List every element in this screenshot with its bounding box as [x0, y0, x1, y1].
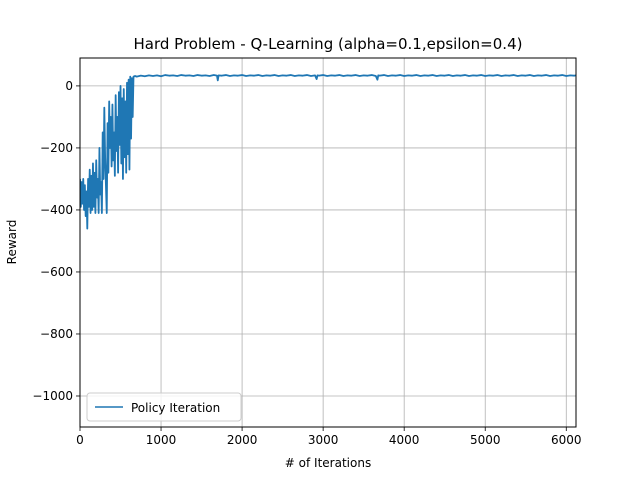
y-tick-label: −400: [40, 203, 73, 217]
y-axis-ticks: −1000 −800 −600 −400 −200 0: [32, 79, 80, 403]
y-tick-label: −200: [40, 141, 73, 155]
series-line-policy-iteration: [80, 74, 576, 230]
x-tick-label: 3000: [308, 433, 339, 447]
x-tick-label: 2000: [227, 433, 258, 447]
plot-area: [80, 74, 576, 230]
x-axis-ticks: 0 1000 2000 3000 4000 5000 6000: [76, 427, 582, 447]
x-axis-label: # of Iterations: [285, 456, 371, 470]
axes-frame: [79, 57, 577, 428]
x-tick-label: 6000: [551, 433, 582, 447]
chart-title: Hard Problem - Q-Learning (alpha=0.1,eps…: [134, 35, 523, 53]
y-tick-label: −1000: [32, 389, 73, 403]
x-tick-label: 4000: [389, 433, 420, 447]
legend-box: [86, 392, 242, 422]
y-axis-label: Reward: [5, 220, 19, 265]
legend-label: Policy Iteration: [131, 401, 220, 415]
y-tick-label: −800: [40, 327, 73, 341]
y-tick-label: 0: [65, 79, 73, 93]
y-tick-label: −600: [40, 265, 73, 279]
legend: Policy Iteration: [86, 392, 242, 422]
x-tick-label: 5000: [470, 433, 501, 447]
x-tick-label: 0: [76, 433, 84, 447]
x-tick-label: 1000: [146, 433, 177, 447]
